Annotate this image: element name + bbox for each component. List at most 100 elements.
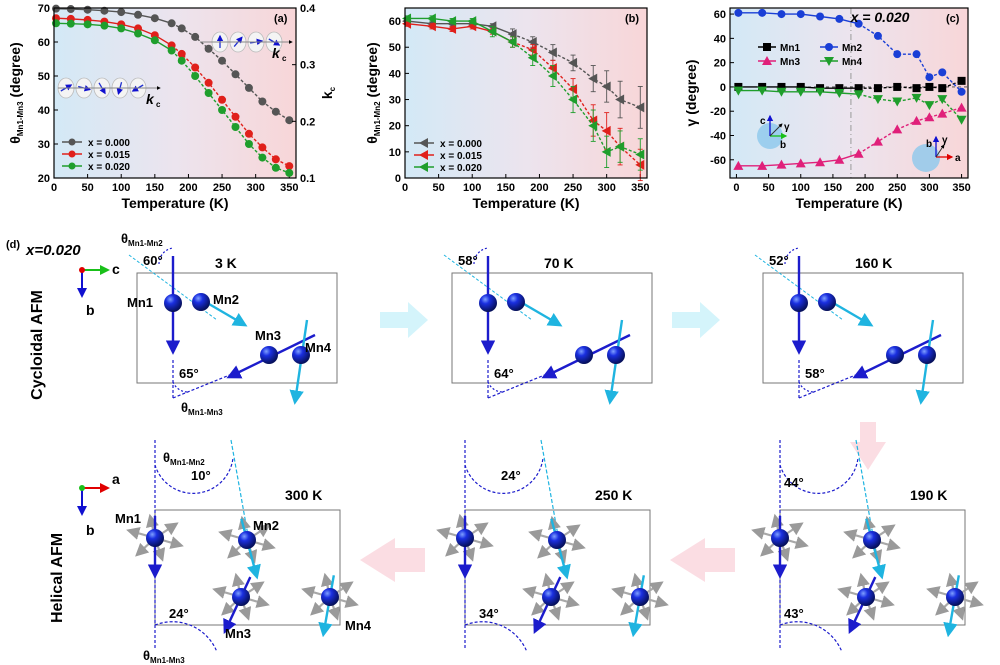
data-point xyxy=(150,14,159,23)
mn1-atom xyxy=(790,294,808,312)
inset-k-label: k xyxy=(146,91,155,107)
data-point xyxy=(834,89,845,98)
axis-c-label: c xyxy=(112,261,120,277)
angle-mn1-mn2: 52° xyxy=(769,253,789,268)
angle-mn1-mn2: 60° xyxy=(143,253,163,268)
y-tick-label: 40 xyxy=(389,68,401,80)
data-point xyxy=(66,19,75,28)
data-point xyxy=(218,106,227,114)
composition-label: x=0.020 xyxy=(25,242,81,259)
mn4-label: Mn4 xyxy=(305,340,332,355)
data-point xyxy=(601,125,611,136)
data-point xyxy=(426,13,436,24)
data-point xyxy=(938,84,947,93)
mn2-label: Mn2 xyxy=(253,518,279,533)
helical-label: Helical AFM xyxy=(49,533,66,623)
data-point xyxy=(83,20,92,29)
data-point xyxy=(204,89,213,97)
data-point xyxy=(258,97,267,106)
data-point xyxy=(912,84,921,93)
y-tick-label: -60 xyxy=(710,155,726,167)
angle-mn1-mn3: 58° xyxy=(805,366,825,381)
axis-b2-label: b xyxy=(86,522,95,538)
y-tick-label: 0 xyxy=(720,82,726,94)
angle-arc xyxy=(779,621,843,653)
mn3-atom xyxy=(542,588,560,606)
mn2-label: Mn2 xyxy=(213,292,239,307)
data-point xyxy=(285,116,294,125)
unit-cell xyxy=(136,272,338,384)
legend-marker xyxy=(68,150,76,158)
data-point xyxy=(285,162,294,171)
data-point xyxy=(167,46,176,55)
x-tick-label: 100 xyxy=(792,182,810,194)
data-point xyxy=(231,123,240,131)
data-point xyxy=(873,84,882,93)
angle-arc xyxy=(158,247,174,265)
data-point xyxy=(795,87,806,97)
legend-label: Mn3 xyxy=(780,57,800,68)
angle-arc xyxy=(487,381,505,393)
data-point xyxy=(191,63,200,72)
data-point xyxy=(911,115,922,125)
series-line-dashed xyxy=(171,22,290,121)
inset-spin xyxy=(769,123,783,137)
mn1-atom xyxy=(146,529,164,547)
x-tick-label: 250 xyxy=(564,182,582,194)
x-axis-label: Temperature (K) xyxy=(121,195,228,211)
mn3-label: Mn3 xyxy=(225,626,251,641)
mn3-atom xyxy=(260,346,278,364)
y2-tick-label: 0.2 xyxy=(300,116,315,128)
inset-disc xyxy=(912,144,940,172)
x-tick-label: 0 xyxy=(402,182,408,194)
data-point xyxy=(191,72,200,80)
x-tick-label: 150 xyxy=(824,182,842,194)
data-point xyxy=(447,23,457,34)
mn1-atom xyxy=(456,529,474,547)
data-point xyxy=(547,71,557,81)
data-point xyxy=(957,76,966,85)
data-point xyxy=(795,158,806,168)
data-point xyxy=(892,124,903,134)
data-point xyxy=(925,73,934,82)
cycloidal-frame: 160 K 52° 58° xyxy=(754,247,964,405)
data-point xyxy=(733,160,744,170)
x-tick-label: 200 xyxy=(530,182,548,194)
data-point xyxy=(872,136,883,146)
data-point xyxy=(100,6,109,15)
data-point xyxy=(258,143,267,152)
temperature-label: 190 K xyxy=(910,487,947,503)
angle-mn1-mn3: 64° xyxy=(494,366,514,381)
unit-cell xyxy=(451,272,653,384)
legend-label: x = 0.020 xyxy=(440,163,482,174)
helical-frame: 300 K 10° 24° θMn1-Mn2 θMn1-Mn3 Mn1 Mn2 Mn3 Mn4 xyxy=(115,439,372,665)
data-point xyxy=(777,82,786,91)
axes-top-icon: c b xyxy=(77,261,120,318)
data-point xyxy=(853,90,864,100)
x-tick-label: 300 xyxy=(597,182,615,194)
inset-label: b xyxy=(780,140,786,151)
data-point xyxy=(853,148,864,158)
angle-mn1-mn2: 44° xyxy=(784,475,804,490)
inset-k-label: k xyxy=(272,45,281,61)
x-tick-label: 100 xyxy=(112,182,130,194)
y2-tick-label: 0.3 xyxy=(300,60,315,72)
data-point xyxy=(100,21,109,30)
guide-line xyxy=(798,360,864,399)
data-point xyxy=(191,32,200,41)
mn3-atom xyxy=(886,346,904,364)
temperature-label: 300 K xyxy=(285,487,322,503)
legend-marker xyxy=(762,56,772,65)
data-point xyxy=(757,86,768,96)
inset-label: b xyxy=(926,139,932,150)
x-tick-label: 0 xyxy=(733,182,739,194)
spin-frames: 3 K 60° 65° θMn1-Mn2 θMn1-Mn3 Mn1 Mn2 Mn3 Mn4 70 … xyxy=(115,231,984,665)
panel-b-label: (b) xyxy=(625,13,639,25)
y-tick-label: 0 xyxy=(395,173,401,185)
y-axis-label: θMn1-Mn2 (degree) xyxy=(364,42,382,143)
data-point xyxy=(937,95,948,105)
data-point xyxy=(758,8,767,17)
mn2-atom xyxy=(548,531,566,549)
legend-label: x = 0.020 xyxy=(88,162,130,173)
data-point xyxy=(588,73,598,84)
